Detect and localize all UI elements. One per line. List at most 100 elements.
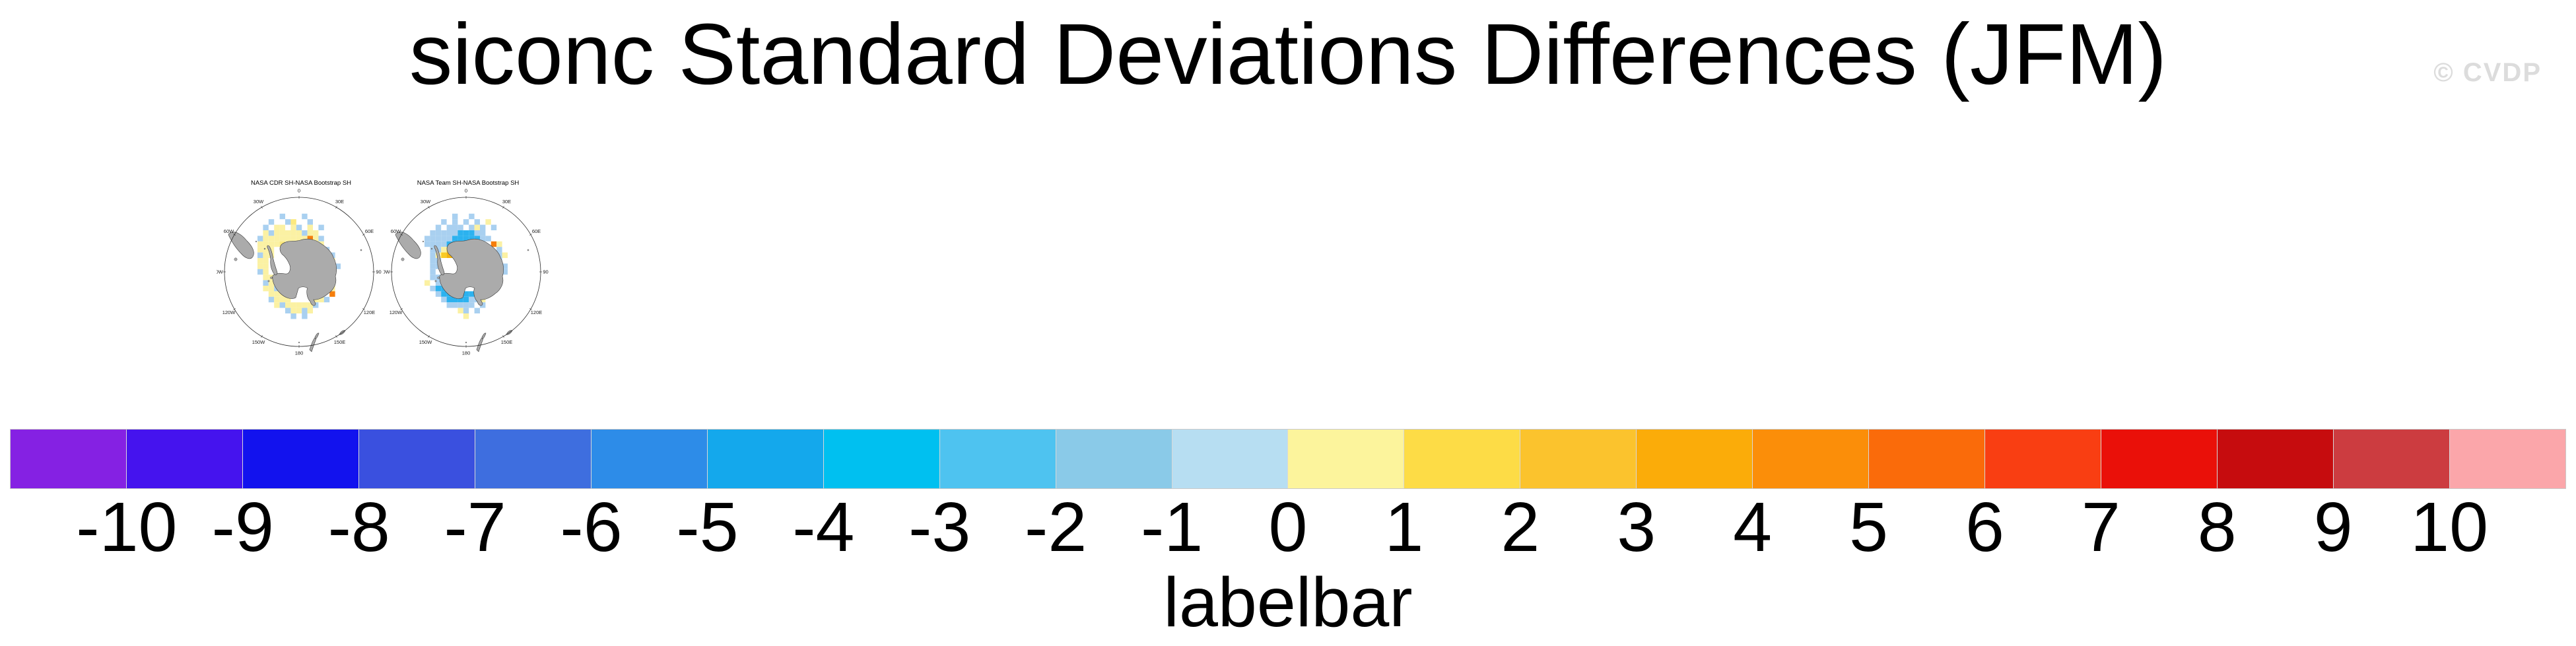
labelbar-tick-label: -2: [1025, 488, 1087, 566]
labelbar-tick-label: 8: [2197, 488, 2237, 566]
grid-cell: [441, 230, 447, 236]
grid-cell: [474, 219, 480, 225]
grid-cell: [502, 269, 508, 275]
grid-cell: [279, 236, 285, 242]
grid-cell: [480, 236, 486, 242]
meridian-label: 90W: [217, 269, 224, 275]
grid-cell: [313, 236, 319, 242]
grid-cell: [430, 252, 436, 258]
grid-cell: [274, 241, 280, 247]
grid-cell: [302, 230, 308, 236]
grid-cell: [307, 230, 313, 236]
meridian-tick: [233, 308, 236, 310]
island-dot: [430, 247, 433, 250]
grid-cell: [257, 236, 263, 242]
meridian-label: 180: [295, 350, 304, 356]
meridian-label: 30E: [335, 199, 344, 205]
meridian-label: 120W: [390, 309, 403, 315]
grid-cell: [435, 224, 442, 230]
grid-cell: [452, 219, 458, 225]
grid-cell: [463, 302, 469, 308]
meridian-tick: [502, 335, 504, 338]
grid-cell: [452, 302, 458, 308]
labelbar-segment: [1869, 430, 1986, 488]
grid-cell: [285, 296, 291, 303]
land-shape: [267, 245, 278, 276]
meridian-tick: [400, 308, 403, 310]
grid-cell: [463, 313, 469, 319]
grid-cell: [458, 307, 463, 313]
labelbar-segment: [707, 430, 824, 488]
labelbar-segment: [1520, 430, 1637, 488]
grid-cell: [463, 219, 469, 225]
meridian-tick: [529, 234, 532, 236]
grid-cell: [268, 219, 275, 225]
grid-cell: [296, 230, 302, 236]
grid-cell: [441, 252, 447, 258]
grid-cell: [257, 263, 263, 269]
grid-cell: [446, 224, 452, 230]
grid-cell: [285, 302, 291, 308]
grid-cell: [302, 302, 308, 308]
labelbar-tick-label: -6: [560, 488, 623, 566]
grid-cell: [263, 224, 269, 230]
labelbar-tick-labels: -10 -9 -8 -7 -6 -5 -4 -3 -2 -1 0 1 2 3 4 5 6 7 8 9 10: [11, 488, 2565, 566]
grid-cell: [430, 286, 436, 292]
land-shape: [395, 232, 421, 259]
map-panel-nasa-cdr: NASA CDR SH-NASA Bootstrap SH0 30E 60E 90E 1…: [217, 179, 382, 356]
grid-cell: [313, 230, 319, 236]
grid-cell: [302, 236, 308, 242]
meridian-label: 150W: [252, 339, 266, 345]
grid-cell: [263, 269, 269, 275]
meridian-label: 60E: [532, 228, 541, 234]
labelbar-tick-label: -4: [792, 488, 855, 566]
meridian-tick: [428, 206, 430, 209]
land-shape: [434, 245, 445, 276]
meridian-label: 0: [298, 188, 300, 194]
grid-cell: [435, 280, 442, 286]
grid-cell: [274, 296, 280, 303]
grid-cell: [435, 236, 442, 242]
meridian-label: 60E: [365, 228, 374, 234]
labelbar-segment: [823, 430, 940, 488]
grid-cell: [463, 307, 469, 313]
grid-cell: [290, 224, 296, 230]
grid-cell: [323, 296, 330, 303]
grid-cell: [290, 313, 296, 319]
island-dot: [527, 249, 529, 251]
map-title: NASA Team SH-NASA Bootstrap SH: [417, 179, 520, 187]
labelbar-segment: [475, 430, 592, 488]
grid-cell: [268, 286, 275, 292]
meridian-label: 30W: [421, 199, 431, 205]
grid-cell: [313, 302, 319, 308]
grid-cell: [469, 296, 475, 303]
island-dot: [255, 240, 257, 243]
grid-cell: [463, 230, 469, 236]
labelbar-swatches: [10, 429, 2566, 489]
meridian-label: 90W: [384, 269, 391, 275]
grid-cell: [329, 291, 335, 297]
grid-cell: [430, 258, 436, 264]
grid-cell: [263, 258, 269, 264]
labelbar-segment: [11, 430, 127, 488]
meridian-label: 90E: [543, 269, 549, 275]
labelbar-tick-label: -9: [211, 488, 274, 566]
grid-cell: [274, 236, 280, 242]
grid-cell: [458, 302, 463, 308]
meridian-label: 150W: [419, 339, 433, 345]
grid-cell: [458, 230, 463, 236]
grid-cell: [296, 302, 302, 308]
grid-cell: [485, 219, 491, 225]
labelbar-tick-label: -1: [1140, 488, 1203, 566]
grid-cell: [268, 230, 275, 236]
land-shape: [314, 333, 320, 340]
island-dot: [434, 280, 437, 282]
grid-cell: [263, 236, 269, 242]
grid-cell: [279, 224, 285, 230]
grid-cell: [485, 236, 491, 242]
land-shape: [481, 333, 487, 340]
grid-cell: [452, 213, 458, 220]
grid-cell: [296, 236, 302, 242]
land-shape: [439, 238, 504, 306]
grid-cell: [469, 224, 475, 230]
